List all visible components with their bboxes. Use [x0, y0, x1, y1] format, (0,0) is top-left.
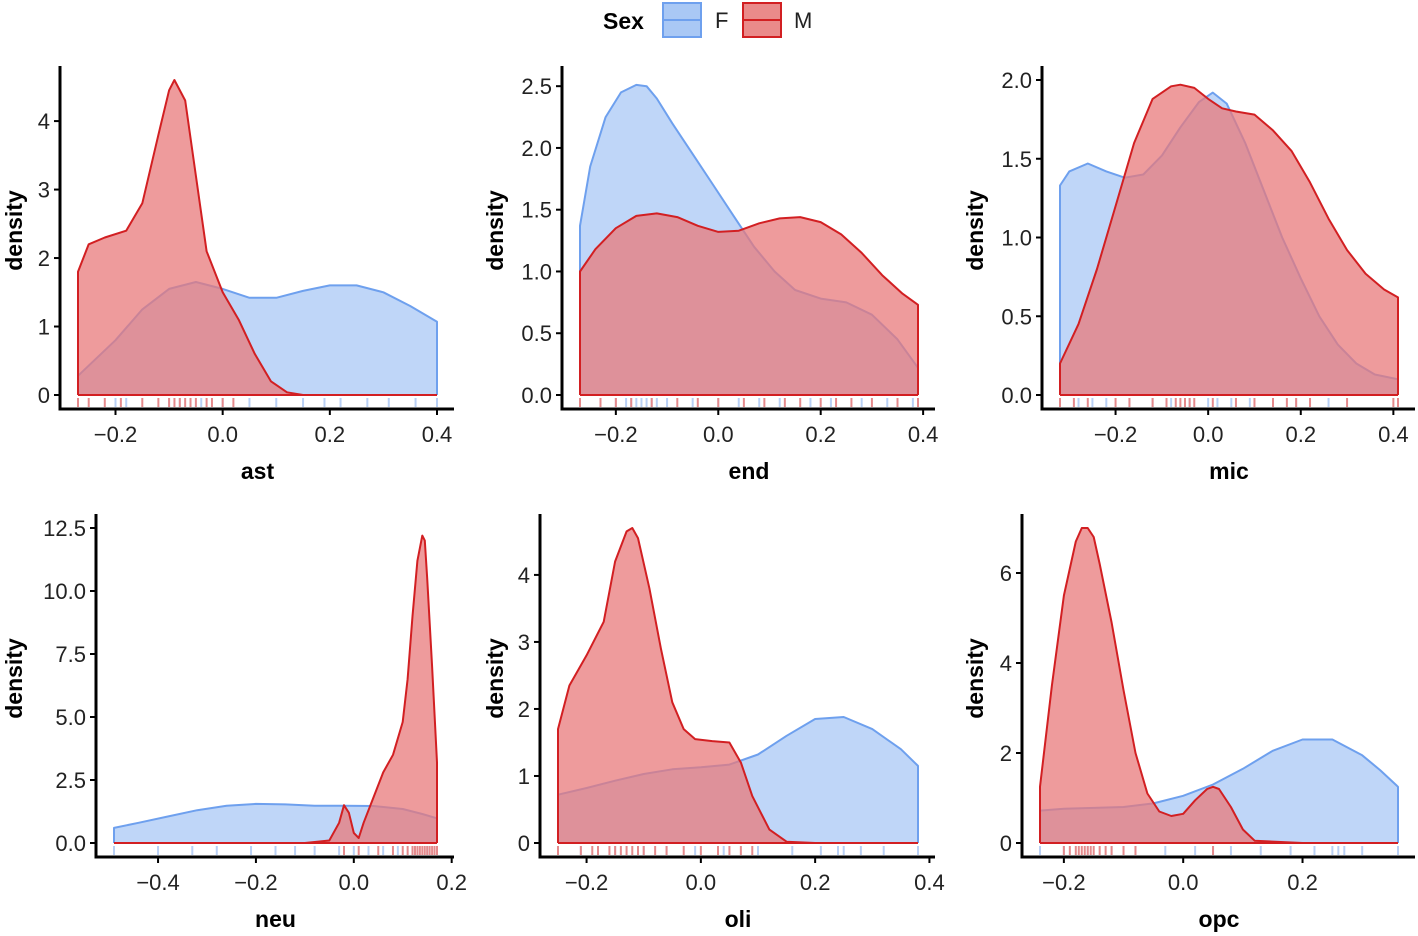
y-tick-label: 2 [38, 246, 50, 271]
y-tick-label: 3 [38, 178, 50, 203]
y-tick-label: 1.5 [521, 198, 552, 223]
y-tick-label: 2.5 [521, 74, 552, 99]
y-tick-label: 4 [518, 563, 530, 588]
y-tick-label: 6 [1000, 561, 1012, 586]
x-tick-label: −0.2 [1042, 870, 1085, 895]
y-axis-title: density [962, 638, 988, 719]
x-tick-label: 0.4 [422, 422, 453, 447]
panel-oli: 0 1 2 3 4 −0.2 0.0 0.2 0.4 oli density [482, 514, 945, 932]
x-tick-label: 0.4 [1378, 422, 1409, 447]
y-tick-label: 0.5 [521, 321, 552, 346]
x-axis-title: end [729, 458, 770, 484]
x-tick-label: 0.2 [436, 870, 467, 895]
legend-label-m: M [794, 8, 812, 33]
x-tick-label: 0.2 [1287, 870, 1318, 895]
panel-neu: 0.0 2.5 5.0 7.5 10.0 12.5 −0.4 −0.2 0.0 0.2 neu den… [1, 514, 467, 932]
y-tick-label: 2.0 [1001, 68, 1032, 93]
x-tick-label: 0.2 [800, 870, 831, 895]
y-tick-label: 1.0 [1001, 226, 1032, 251]
y-tick-label: 0 [1000, 831, 1012, 856]
density-line-m [114, 534, 438, 844]
y-tick-label: 12.5 [43, 516, 86, 541]
x-axis-title: neu [255, 906, 296, 932]
density-area-m [1040, 528, 1398, 843]
y-tick-label: 0.5 [1001, 304, 1032, 329]
y-tick-label: 1.5 [1001, 147, 1032, 172]
x-axis-title: ast [241, 458, 275, 484]
y-tick-label: 5.0 [55, 705, 86, 730]
x-tick-label: 0.0 [339, 870, 370, 895]
density-area-f [114, 803, 437, 843]
x-tick-label: −0.2 [94, 422, 137, 447]
y-tick-label: 7.5 [55, 642, 86, 667]
legend-title: Sex [603, 8, 644, 34]
panel-mic: 0.0 0.5 1.0 1.5 2.0 −0.2 0.0 0.2 0.4 mic density [962, 66, 1415, 484]
x-tick-label: 0.0 [686, 870, 717, 895]
x-tick-label: −0.2 [565, 870, 608, 895]
density-area-m [580, 213, 918, 395]
y-axis-title: density [1, 638, 27, 719]
x-tick-label: 0.0 [1193, 422, 1224, 447]
x-tick-label: 0.2 [1285, 422, 1316, 447]
y-tick-label: 1.0 [521, 259, 552, 284]
y-tick-label: 4 [1000, 651, 1012, 676]
panels: 0 1 2 3 4 −0.2 0.0 0.2 0.4 ast density 0.0 0.5 1.0 1.5… [1, 66, 1415, 932]
density-line-m [579, 212, 919, 395]
y-axis-title: density [482, 638, 508, 719]
x-tick-label: −0.2 [234, 870, 277, 895]
y-tick-label: 2 [518, 697, 530, 722]
panel-ast: 0 1 2 3 4 −0.2 0.0 0.2 0.4 ast density [1, 66, 454, 484]
x-tick-label: −0.4 [136, 870, 179, 895]
density-line-m [1039, 527, 1398, 844]
density-area-m [114, 535, 437, 843]
y-axis-title: density [1, 190, 27, 271]
y-tick-label: 1 [518, 764, 530, 789]
x-tick-label: 0.0 [207, 422, 238, 447]
y-tick-label: 2.0 [521, 136, 552, 161]
y-tick-label: 3 [518, 630, 530, 655]
density-area-m [78, 80, 437, 395]
x-tick-label: 0.4 [914, 870, 945, 895]
y-tick-label: 0.0 [1001, 383, 1032, 408]
x-axis-title: mic [1209, 458, 1249, 484]
x-tick-label: 0.4 [908, 422, 939, 447]
y-tick-label: 0 [518, 831, 530, 856]
density-line-m [1059, 83, 1399, 395]
y-tick-label: 0.0 [521, 383, 552, 408]
panel-opc: 0 2 4 6 −0.2 0.0 0.2 opc density [962, 514, 1415, 932]
x-tick-label: −0.2 [1094, 422, 1137, 447]
y-axis-title: density [962, 190, 988, 271]
y-tick-label: 2.5 [55, 768, 86, 793]
y-tick-label: 2 [1000, 741, 1012, 766]
density-area-m [1060, 84, 1398, 395]
x-axis-title: oli [725, 906, 752, 932]
density-area-m [558, 528, 918, 843]
panel-end: 0.0 0.5 1.0 1.5 2.0 2.5 −0.2 0.0 0.2 0.4 end densit… [482, 66, 938, 484]
legend-label-f: F [715, 8, 728, 33]
x-tick-label: −0.2 [594, 422, 637, 447]
x-tick-label: 0.0 [703, 422, 734, 447]
y-tick-label: 0.0 [55, 831, 86, 856]
x-tick-label: 0.0 [1168, 870, 1199, 895]
legend: Sex F M [603, 2, 812, 38]
y-tick-label: 4 [38, 109, 50, 134]
x-tick-label: 0.2 [805, 422, 836, 447]
y-axis-title: density [482, 190, 508, 271]
y-tick-label: 10.0 [43, 579, 86, 604]
x-tick-label: 0.2 [315, 422, 346, 447]
x-axis-title: opc [1199, 906, 1240, 932]
y-tick-label: 1 [38, 315, 50, 340]
density-line-m [557, 527, 918, 844]
y-tick-label: 0 [38, 383, 50, 408]
